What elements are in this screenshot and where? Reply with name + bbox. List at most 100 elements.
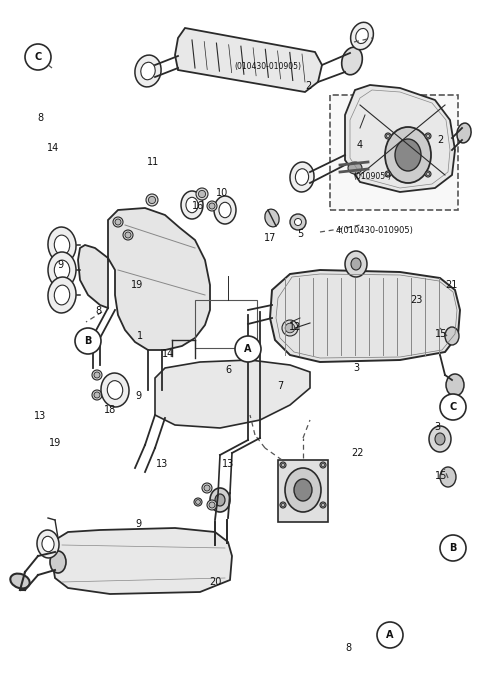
Polygon shape: [175, 28, 322, 92]
Ellipse shape: [198, 190, 205, 198]
Ellipse shape: [135, 55, 161, 87]
Polygon shape: [155, 360, 310, 428]
Ellipse shape: [181, 191, 203, 219]
Text: 15: 15: [435, 329, 447, 339]
Ellipse shape: [209, 502, 215, 508]
Ellipse shape: [92, 390, 102, 400]
Ellipse shape: [50, 551, 66, 573]
Text: 13: 13: [34, 411, 46, 421]
Text: 21: 21: [445, 280, 457, 290]
Ellipse shape: [141, 62, 155, 80]
Ellipse shape: [54, 235, 70, 255]
Bar: [195, 300, 257, 348]
Text: 2: 2: [437, 135, 443, 145]
Text: 5: 5: [297, 229, 303, 239]
Text: B: B: [449, 543, 456, 553]
Ellipse shape: [290, 162, 314, 192]
Ellipse shape: [113, 217, 123, 227]
Ellipse shape: [342, 47, 362, 75]
Text: 8: 8: [95, 306, 101, 316]
Ellipse shape: [350, 22, 373, 50]
Circle shape: [377, 622, 403, 648]
Text: 17: 17: [264, 233, 276, 243]
Circle shape: [25, 44, 51, 70]
Ellipse shape: [281, 463, 285, 467]
Text: 7: 7: [277, 381, 283, 391]
Ellipse shape: [320, 462, 326, 468]
Ellipse shape: [386, 134, 390, 138]
Text: 23: 23: [410, 295, 422, 305]
Ellipse shape: [194, 498, 202, 506]
Ellipse shape: [395, 139, 421, 171]
Ellipse shape: [186, 197, 198, 213]
Text: 6: 6: [225, 365, 231, 375]
Ellipse shape: [94, 392, 100, 398]
Ellipse shape: [295, 219, 301, 225]
Text: 4(010430-010905): 4(010430-010905): [336, 227, 414, 236]
Ellipse shape: [125, 232, 131, 238]
Ellipse shape: [148, 196, 156, 204]
Text: (010905-): (010905-): [353, 171, 391, 180]
Ellipse shape: [210, 488, 230, 512]
Text: 14: 14: [162, 349, 174, 359]
Ellipse shape: [265, 209, 279, 227]
Text: 8: 8: [37, 113, 43, 123]
Text: 3: 3: [434, 422, 440, 432]
Polygon shape: [78, 208, 210, 350]
Ellipse shape: [282, 320, 298, 336]
Ellipse shape: [425, 133, 431, 139]
Text: 2: 2: [305, 81, 311, 91]
Ellipse shape: [457, 123, 471, 143]
Ellipse shape: [321, 463, 325, 467]
Ellipse shape: [426, 134, 430, 138]
Polygon shape: [270, 270, 460, 362]
Ellipse shape: [280, 462, 286, 468]
Ellipse shape: [123, 230, 133, 240]
Ellipse shape: [290, 214, 306, 230]
Ellipse shape: [207, 201, 217, 211]
Ellipse shape: [429, 426, 451, 452]
Ellipse shape: [196, 500, 201, 504]
Ellipse shape: [281, 503, 285, 507]
Circle shape: [440, 535, 466, 561]
Circle shape: [440, 394, 466, 420]
Ellipse shape: [386, 172, 390, 176]
Ellipse shape: [215, 494, 225, 506]
Text: 4: 4: [357, 140, 363, 150]
Ellipse shape: [294, 479, 312, 501]
Text: 19: 19: [131, 280, 143, 290]
Polygon shape: [52, 528, 232, 594]
Text: C: C: [35, 52, 42, 62]
Text: 11: 11: [147, 157, 159, 167]
Text: C: C: [449, 402, 456, 412]
Ellipse shape: [54, 285, 70, 305]
Ellipse shape: [295, 169, 309, 185]
FancyBboxPatch shape: [330, 95, 458, 210]
Ellipse shape: [48, 277, 76, 313]
Text: 20: 20: [209, 577, 221, 587]
Text: 18: 18: [104, 405, 116, 415]
Text: 9: 9: [135, 519, 141, 529]
Ellipse shape: [108, 381, 123, 400]
Ellipse shape: [219, 202, 231, 218]
Text: 1: 1: [137, 331, 143, 341]
Ellipse shape: [321, 503, 325, 507]
Ellipse shape: [146, 194, 158, 206]
Text: 9: 9: [135, 391, 141, 401]
Ellipse shape: [440, 467, 456, 487]
Text: (010430-010905): (010430-010905): [235, 63, 301, 72]
Ellipse shape: [345, 251, 367, 277]
Ellipse shape: [115, 219, 121, 225]
Ellipse shape: [204, 485, 210, 491]
Text: A: A: [386, 630, 394, 640]
Ellipse shape: [426, 172, 430, 176]
Ellipse shape: [348, 162, 362, 174]
Ellipse shape: [320, 502, 326, 508]
Ellipse shape: [42, 537, 54, 551]
Text: 3: 3: [353, 363, 359, 373]
Ellipse shape: [94, 372, 100, 378]
Text: 13: 13: [222, 459, 234, 469]
Text: 10: 10: [216, 188, 228, 198]
Ellipse shape: [435, 433, 445, 445]
Text: 13: 13: [156, 459, 168, 469]
